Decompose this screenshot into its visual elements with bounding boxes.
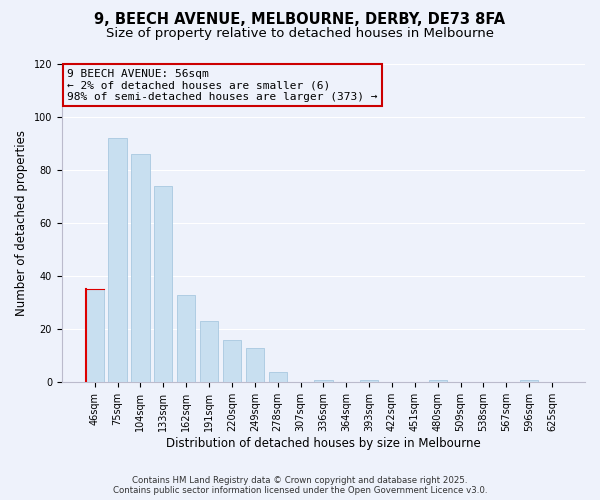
Bar (86, 290, 104, 382)
Bar (314, 380, 332, 382)
Bar (428, 380, 447, 382)
Text: 9 BEECH AVENUE: 56sqm
← 2% of detached houses are smaller (6)
98% of semi-detach: 9 BEECH AVENUE: 56sqm ← 2% of detached h… (67, 69, 377, 102)
Bar (223, 340, 241, 382)
Bar (360, 380, 378, 382)
Bar (520, 380, 538, 382)
Bar (177, 295, 196, 382)
Bar (131, 154, 149, 382)
Bar (269, 372, 287, 382)
Text: 9, BEECH AVENUE, MELBOURNE, DERBY, DE73 8FA: 9, BEECH AVENUE, MELBOURNE, DERBY, DE73 … (94, 12, 506, 28)
Bar (245, 348, 264, 382)
Y-axis label: Number of detached properties: Number of detached properties (15, 130, 28, 316)
X-axis label: Distribution of detached houses by size in Melbourne: Distribution of detached houses by size … (166, 437, 481, 450)
Bar (154, 186, 172, 382)
Bar (200, 322, 218, 382)
Text: Contains HM Land Registry data © Crown copyright and database right 2025.
Contai: Contains HM Land Registry data © Crown c… (113, 476, 487, 495)
Text: Size of property relative to detached houses in Melbourne: Size of property relative to detached ho… (106, 28, 494, 40)
Bar (109, 138, 127, 382)
